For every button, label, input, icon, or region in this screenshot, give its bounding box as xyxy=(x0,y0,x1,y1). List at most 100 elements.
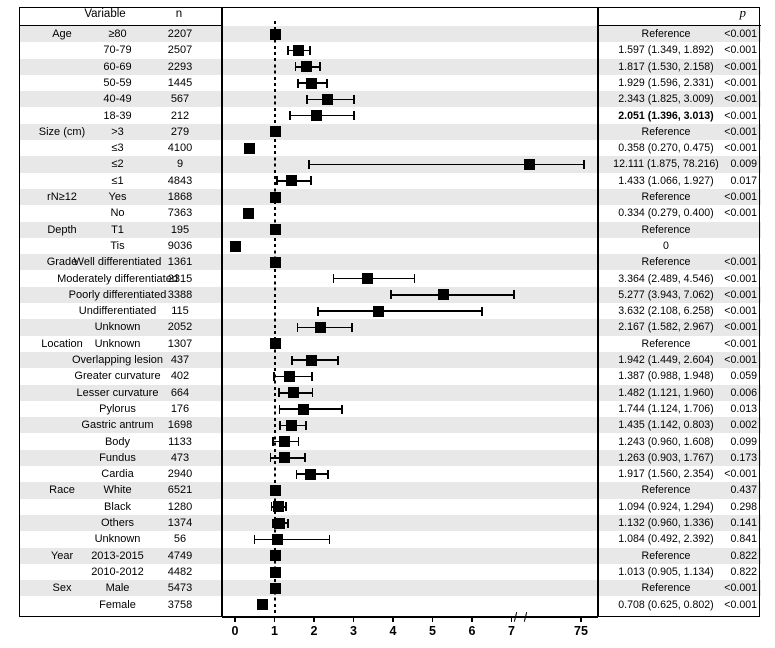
ci-whisker-line xyxy=(318,310,483,313)
x-axis-tick xyxy=(273,617,276,622)
ci-cap-low xyxy=(273,371,275,381)
ci-cap-low xyxy=(296,323,299,333)
ci-cap-high xyxy=(286,518,289,528)
ci-cap-low xyxy=(295,469,298,479)
estimate-ci-value: 1.942 (1.449, 2.604) xyxy=(618,354,714,366)
point-estimate-square-marker xyxy=(243,142,255,154)
category-label: Male xyxy=(105,582,130,595)
row-stripe xyxy=(19,417,761,434)
row-stripe xyxy=(19,221,761,238)
ci-cap-low xyxy=(272,518,274,528)
ci-cap-low xyxy=(317,306,320,316)
ci-cap-low xyxy=(279,420,281,430)
x-axis-tick xyxy=(510,617,513,622)
row-stripe xyxy=(19,254,761,271)
point-estimate-square-marker xyxy=(272,533,284,545)
estimate-ci-value: 1.084 (0.492, 2.392) xyxy=(618,533,714,546)
row-stripe xyxy=(19,189,761,206)
category-label: Lesser curvature xyxy=(76,386,159,399)
ci-cap-high xyxy=(308,45,311,55)
ci-cap-high xyxy=(311,371,313,381)
x-axis-tick-label: 5 xyxy=(429,624,436,638)
n-value: 2315 xyxy=(167,272,193,285)
estimate-ci-value: 1.482 (1.121, 1.960) xyxy=(618,386,714,399)
row-stripe xyxy=(19,123,761,141)
n-value: 212 xyxy=(170,109,190,122)
ci-whisker-line xyxy=(279,408,342,410)
n-value: 1133 xyxy=(168,435,192,448)
point-estimate-square-marker xyxy=(306,354,318,366)
ci-cap-low xyxy=(276,176,278,186)
point-estimate-square-marker xyxy=(242,207,254,219)
point-estimate-square-marker xyxy=(279,452,291,464)
n-value: 2293 xyxy=(167,60,193,73)
point-estimate-square-marker xyxy=(274,517,286,529)
point-estimate-square-marker xyxy=(362,273,374,285)
row-stripe xyxy=(19,58,761,75)
estimate-ci-value: 1.132 (0.960, 1.336) xyxy=(618,517,714,529)
n-value: 56 xyxy=(173,533,187,546)
point-estimate-square-marker xyxy=(523,159,535,171)
ci-cap-low xyxy=(287,45,290,55)
group-label: Size (cm) xyxy=(38,125,86,138)
estimate-ci-value: 0.358 (0.270, 0.475) xyxy=(618,142,714,155)
estimate-ci-value: 2.051 (1.396, 3.013) xyxy=(618,109,714,122)
n-value: 115 xyxy=(171,305,189,318)
x-axis-tick-label: 3 xyxy=(350,624,357,638)
p-value: <0.001 xyxy=(724,76,757,89)
point-estimate-square-marker xyxy=(286,175,298,187)
group-label: rN≥12 xyxy=(47,191,77,203)
n-value: 2507 xyxy=(167,44,193,57)
p-value: 0.141 xyxy=(730,517,757,529)
col-header-n: n xyxy=(175,8,183,20)
category-label: Tis xyxy=(110,239,125,252)
ci-cap-low xyxy=(289,111,291,121)
p-value: 0.099 xyxy=(730,435,757,448)
n-value: 1361 xyxy=(167,256,193,269)
ci-cap-high xyxy=(311,388,314,398)
estimate-ci-value: Reference xyxy=(641,582,691,595)
estimate-ci-value: 1.744 (1.124, 1.706) xyxy=(618,402,714,415)
estimate-ci-value: 1.013 (0.905, 1.134) xyxy=(618,565,714,578)
x-axis-tick-label: 1 xyxy=(271,624,278,638)
p-value: 0.841 xyxy=(730,533,757,546)
ci-cap-high xyxy=(297,437,300,447)
n-value: 3388 xyxy=(167,288,193,301)
category-label: Pylorus xyxy=(99,402,136,415)
group-label: Grade xyxy=(46,256,78,269)
n-value: 2052 xyxy=(167,321,193,334)
p-value: 0.017 xyxy=(730,174,757,187)
category-label: Moderately differentiated xyxy=(57,272,178,285)
ci-cap-high xyxy=(353,111,355,121)
ci-whisker-line xyxy=(390,294,514,296)
row-stripe xyxy=(19,580,761,597)
estimate-ci-value: 12.111 (1.875, 78.216) xyxy=(613,158,719,171)
ci-whisker-line xyxy=(290,114,354,117)
estimate-ci-value: Reference xyxy=(641,549,691,562)
ci-cap-high xyxy=(413,274,416,284)
row-stripe xyxy=(19,26,761,43)
ci-cap-low xyxy=(297,78,299,88)
category-label: 40-49 xyxy=(103,93,132,106)
point-estimate-square-marker xyxy=(315,322,327,334)
x-axis-tick-label: 7 xyxy=(508,624,515,638)
p-value: 0.009 xyxy=(730,158,757,171)
x-axis-tick xyxy=(471,617,473,622)
x-axis-tick xyxy=(580,617,582,622)
x-axis-tick xyxy=(313,617,315,622)
point-estimate-square-marker xyxy=(372,305,384,317)
row-stripe xyxy=(19,515,761,532)
n-value: 6521 xyxy=(167,484,193,497)
row-stripe xyxy=(19,482,761,499)
category-label: ≥80 xyxy=(108,28,127,40)
ci-cap-low xyxy=(389,290,392,300)
category-label: ≤2 xyxy=(111,158,124,171)
p-value: <0.001 xyxy=(724,272,757,285)
n-value: 9 xyxy=(176,158,184,171)
estimate-ci-value: Reference xyxy=(641,484,691,497)
category-label: >3 xyxy=(111,125,124,138)
n-value: 279 xyxy=(170,125,190,138)
category-label: Greater curvature xyxy=(74,370,161,383)
ci-cap-high xyxy=(583,160,585,170)
